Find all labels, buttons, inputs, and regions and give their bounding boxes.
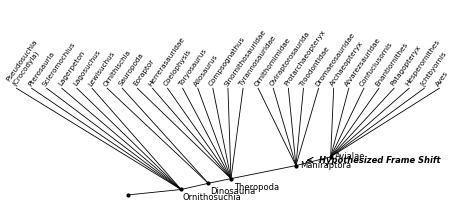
Text: Avialae: Avialae: [335, 152, 365, 161]
Text: Coelophysis: Coelophysis: [163, 48, 192, 87]
Text: Protarchaeopteryx: Protarchaeopteryx: [283, 29, 327, 87]
Text: Eoraptor: Eoraptor: [132, 58, 155, 87]
Text: Ornithosuchia: Ornithosuchia: [182, 193, 241, 202]
Text: Compsognathus: Compsognathus: [208, 36, 246, 87]
Text: Aves: Aves: [435, 70, 449, 87]
Text: Patagopteryx: Patagopteryx: [389, 44, 422, 87]
Text: Ornithischia: Ornithischia: [102, 48, 132, 87]
Text: Dinosauria: Dinosauria: [210, 187, 255, 196]
Text: Allosaurus: Allosaurus: [193, 53, 219, 87]
Text: [chtbyornis: [chtbyornis: [419, 50, 447, 87]
Text: Lagosuchus: Lagosuchus: [72, 49, 101, 87]
Text: Alvarezsauridae: Alvarezsauridae: [344, 36, 382, 87]
Text: Troodontidae: Troodontidae: [299, 45, 330, 87]
Text: Pseudosuchia
(Crocodyla): Pseudosuchia (Crocodyla): [5, 39, 45, 87]
Text: Herrerasauridae: Herrerasauridae: [147, 36, 186, 87]
Text: Scleromochlus: Scleromochlus: [42, 41, 77, 87]
Text: Sinornithosauridae: Sinornithosauridae: [223, 28, 267, 87]
Text: Maniraptora: Maniraptora: [301, 161, 352, 170]
Text: Hypothesized Frame Shift: Hypothesized Frame Shift: [319, 156, 440, 165]
Text: Confuciusornis: Confuciusornis: [359, 40, 394, 87]
Text: Hesperornithes: Hesperornithes: [404, 38, 441, 87]
Text: Tyrannosauridae: Tyrannosauridae: [238, 35, 277, 87]
Text: Dromaeosauridae: Dromaeosauridae: [314, 31, 356, 87]
Text: Archaeopteryx: Archaeopteryx: [329, 40, 364, 87]
Text: Sauropoda: Sauropoda: [117, 52, 145, 87]
Text: Pterosauria: Pterosauria: [27, 50, 55, 87]
Text: Lagerpeton: Lagerpeton: [57, 50, 85, 87]
Text: Enantiornithes: Enantiornithes: [374, 41, 409, 87]
Text: Theropoda: Theropoda: [234, 183, 279, 192]
Text: Toryosaurus: Toryosaurus: [178, 48, 208, 87]
Text: Oviraptorosaurida: Oviraptorosaurida: [268, 30, 310, 87]
Text: Ornithomimidae: Ornithomimidae: [253, 36, 292, 87]
Text: Lewisuchus: Lewisuchus: [87, 50, 116, 87]
